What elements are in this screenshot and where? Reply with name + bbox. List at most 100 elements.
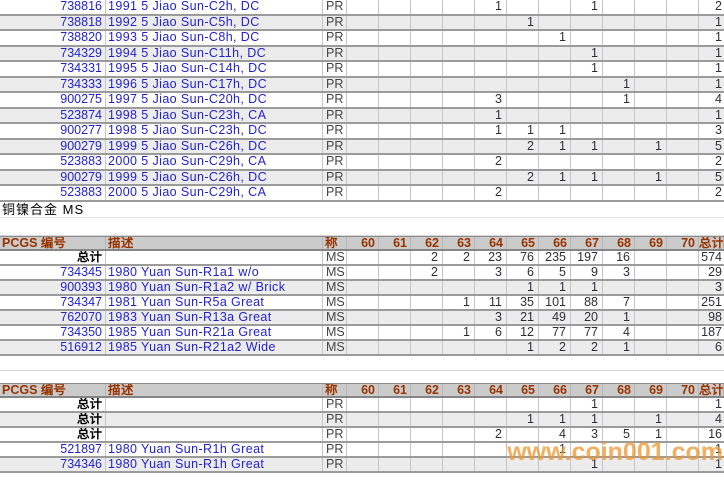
column-header-grade-66: 66 xyxy=(539,383,571,396)
pcgs-number-link[interactable]: 734329 xyxy=(0,46,106,60)
pcgs-number-link[interactable]: 523883 xyxy=(0,155,106,169)
grade-count-cell-67: 197 xyxy=(571,250,603,264)
grade-count-cell-68 xyxy=(603,442,635,456)
grade-count-cell-68: 4 xyxy=(603,325,635,339)
grade-count-cell-70 xyxy=(667,108,699,122)
table-row: 521897 1980 Yuan Sun-R1h Great PR 1 1 xyxy=(0,442,724,458)
total-count-cell: 574 xyxy=(701,250,722,264)
description-link[interactable]: 1998 5 Jiao Sun-C23h, CA xyxy=(106,108,323,122)
description-link[interactable]: 1980 Yuan Sun-R1a1 w/o xyxy=(106,265,323,279)
table-row: 总计 PR 2 4 3 5 1 16 xyxy=(0,427,724,443)
grade-count-cell-70 xyxy=(667,325,699,339)
pcgs-number-link[interactable]: 738818 xyxy=(0,15,106,29)
pcgs-number-link[interactable]: 762070 xyxy=(0,310,106,324)
column-header-grade-61: 61 xyxy=(379,236,411,249)
grade-count-cell-69 xyxy=(635,397,667,411)
description-link[interactable]: 1999 5 Jiao Sun-C26h, DC xyxy=(106,139,323,153)
grade-count-cell-64 xyxy=(475,77,507,91)
grade-count-cell-60 xyxy=(347,442,379,456)
description-link[interactable]: 1980 Yuan Sun-R1h Great xyxy=(106,457,323,471)
grade-count-cell-69 xyxy=(635,457,667,471)
pcgs-number-link[interactable]: 900277 xyxy=(0,124,106,138)
description-link[interactable]: 1994 5 Jiao Sun-C11h, DC xyxy=(106,46,323,60)
grade-count-cell-60 xyxy=(347,265,379,279)
grade-count-cell-67 xyxy=(571,31,603,45)
grade-count-cell-61 xyxy=(379,124,411,138)
column-header-grade-60: 60 xyxy=(347,236,379,249)
table-row: 900279 1999 5 Jiao Sun-C26h, DC PR 2 1 1 1 5 xyxy=(0,170,724,186)
description-link[interactable]: 1996 5 Jiao Sun-C17h, DC xyxy=(106,77,323,91)
description-link[interactable]: 2000 5 Jiao Sun-C29h, CA xyxy=(106,186,323,200)
description-link[interactable]: 1991 5 Jiao Sun-C2h, DC xyxy=(106,0,323,14)
pcgs-number-link[interactable]: 523883 xyxy=(0,186,106,200)
total-count-cell: 1 xyxy=(715,457,722,471)
grade-count-cell-66: 1 xyxy=(539,139,571,153)
total-row-label: 总计 xyxy=(0,250,106,264)
grade-count-cell-63 xyxy=(443,412,475,426)
grade-count-cell-63: 1 xyxy=(443,325,475,339)
grade-type-cell: PR xyxy=(323,155,347,169)
description-link[interactable]: 1981 Yuan Sun-R5a Great xyxy=(106,295,323,309)
pcgs-number-link[interactable]: 900279 xyxy=(0,139,106,153)
grade-count-cell-62 xyxy=(411,15,443,29)
description-link[interactable]: 1983 Yuan Sun-R13a Great xyxy=(106,310,323,324)
grade-count-cell-61 xyxy=(379,0,411,14)
grade-count-cell-64 xyxy=(475,397,507,411)
pcgs-number-link[interactable]: 734350 xyxy=(0,325,106,339)
grade-count-cell-66: 1 xyxy=(539,442,571,456)
spacer-row xyxy=(0,217,724,236)
total-count-cell: 1 xyxy=(715,15,722,29)
grade-count-cell-66 xyxy=(539,457,571,471)
grade-count-cell-65 xyxy=(507,186,539,200)
table-row: 总计 MS 2 2 23 76 235 197 16 574 xyxy=(0,250,724,266)
grade-count-cell-66 xyxy=(539,62,571,76)
description-link[interactable]: 1980 Yuan Sun-R1a2 w/ Brick xyxy=(106,280,323,294)
pcgs-number-link[interactable]: 734331 xyxy=(0,62,106,76)
description-link[interactable]: 1999 5 Jiao Sun-C26h, DC xyxy=(106,170,323,184)
grade-count-cell-63 xyxy=(443,310,475,324)
grade-count-cell-70 xyxy=(667,250,699,264)
pcgs-number-link[interactable]: 734347 xyxy=(0,295,106,309)
pcgs-number-link[interactable]: 734346 xyxy=(0,457,106,471)
pcgs-number-link[interactable]: 738820 xyxy=(0,31,106,45)
grade-count-cell-66: 49 xyxy=(539,310,571,324)
total-count-cell: 1 xyxy=(715,442,722,456)
grade-count-cell-61 xyxy=(379,295,411,309)
grade-count-cell-60 xyxy=(347,93,379,107)
pcgs-number-link[interactable]: 734333 xyxy=(0,77,106,91)
pcgs-number-link[interactable]: 900275 xyxy=(0,93,106,107)
grade-count-cell-63 xyxy=(443,108,475,122)
grade-count-cell-68 xyxy=(603,155,635,169)
grade-count-cell-66: 1 xyxy=(539,170,571,184)
column-header-grade-64: 64 xyxy=(475,383,507,396)
description-link[interactable]: 1980 Yuan Sun-R1h Great xyxy=(106,442,323,456)
grade-count-cell-64: 6 xyxy=(475,325,507,339)
description-link[interactable]: 1985 Yuan Sun-R21a Great xyxy=(106,325,323,339)
description-link[interactable]: 1998 5 Jiao Sun-C23h, DC xyxy=(106,124,323,138)
grade-count-cell-69 xyxy=(635,265,667,279)
pcgs-number-link[interactable]: 521897 xyxy=(0,442,106,456)
description-link[interactable]: 1985 Yuan Sun-R21a2 Wide xyxy=(106,340,323,354)
grade-count-cell-67 xyxy=(571,186,603,200)
description-link[interactable]: 1993 5 Jiao Sun-C8h, DC xyxy=(106,31,323,45)
pcgs-number-link[interactable]: 516912 xyxy=(0,340,106,354)
description-link[interactable]: 2000 5 Jiao Sun-C29h, CA xyxy=(106,155,323,169)
pcgs-number-link[interactable]: 523874 xyxy=(0,108,106,122)
grade-count-cell-61 xyxy=(379,250,411,264)
total-count-cell: 4 xyxy=(715,93,722,106)
grade-count-cell-62 xyxy=(411,280,443,294)
total-count-cell: 1 xyxy=(715,77,722,91)
total-count-cell: 2 xyxy=(715,186,722,199)
pcgs-number-link[interactable]: 734345 xyxy=(0,265,106,279)
description-link[interactable]: 1995 5 Jiao Sun-C14h, DC xyxy=(106,62,323,76)
pcgs-number-link[interactable]: 738816 xyxy=(0,0,106,14)
grade-count-cell-66: 1 xyxy=(539,124,571,138)
total-count-cell: 1 xyxy=(715,46,722,60)
pcgs-number-link[interactable]: 900393 xyxy=(0,280,106,294)
description-link[interactable]: 1997 5 Jiao Sun-C20h, DC xyxy=(106,93,323,107)
grade-count-cell-64: 1 xyxy=(475,0,507,14)
pcgs-number-link[interactable]: 900279 xyxy=(0,170,106,184)
description-link[interactable]: 1992 5 Jiao Sun-C5h, DC xyxy=(106,15,323,29)
grade-count-cell-60 xyxy=(347,397,379,411)
grade-count-cell-70 xyxy=(667,0,699,14)
